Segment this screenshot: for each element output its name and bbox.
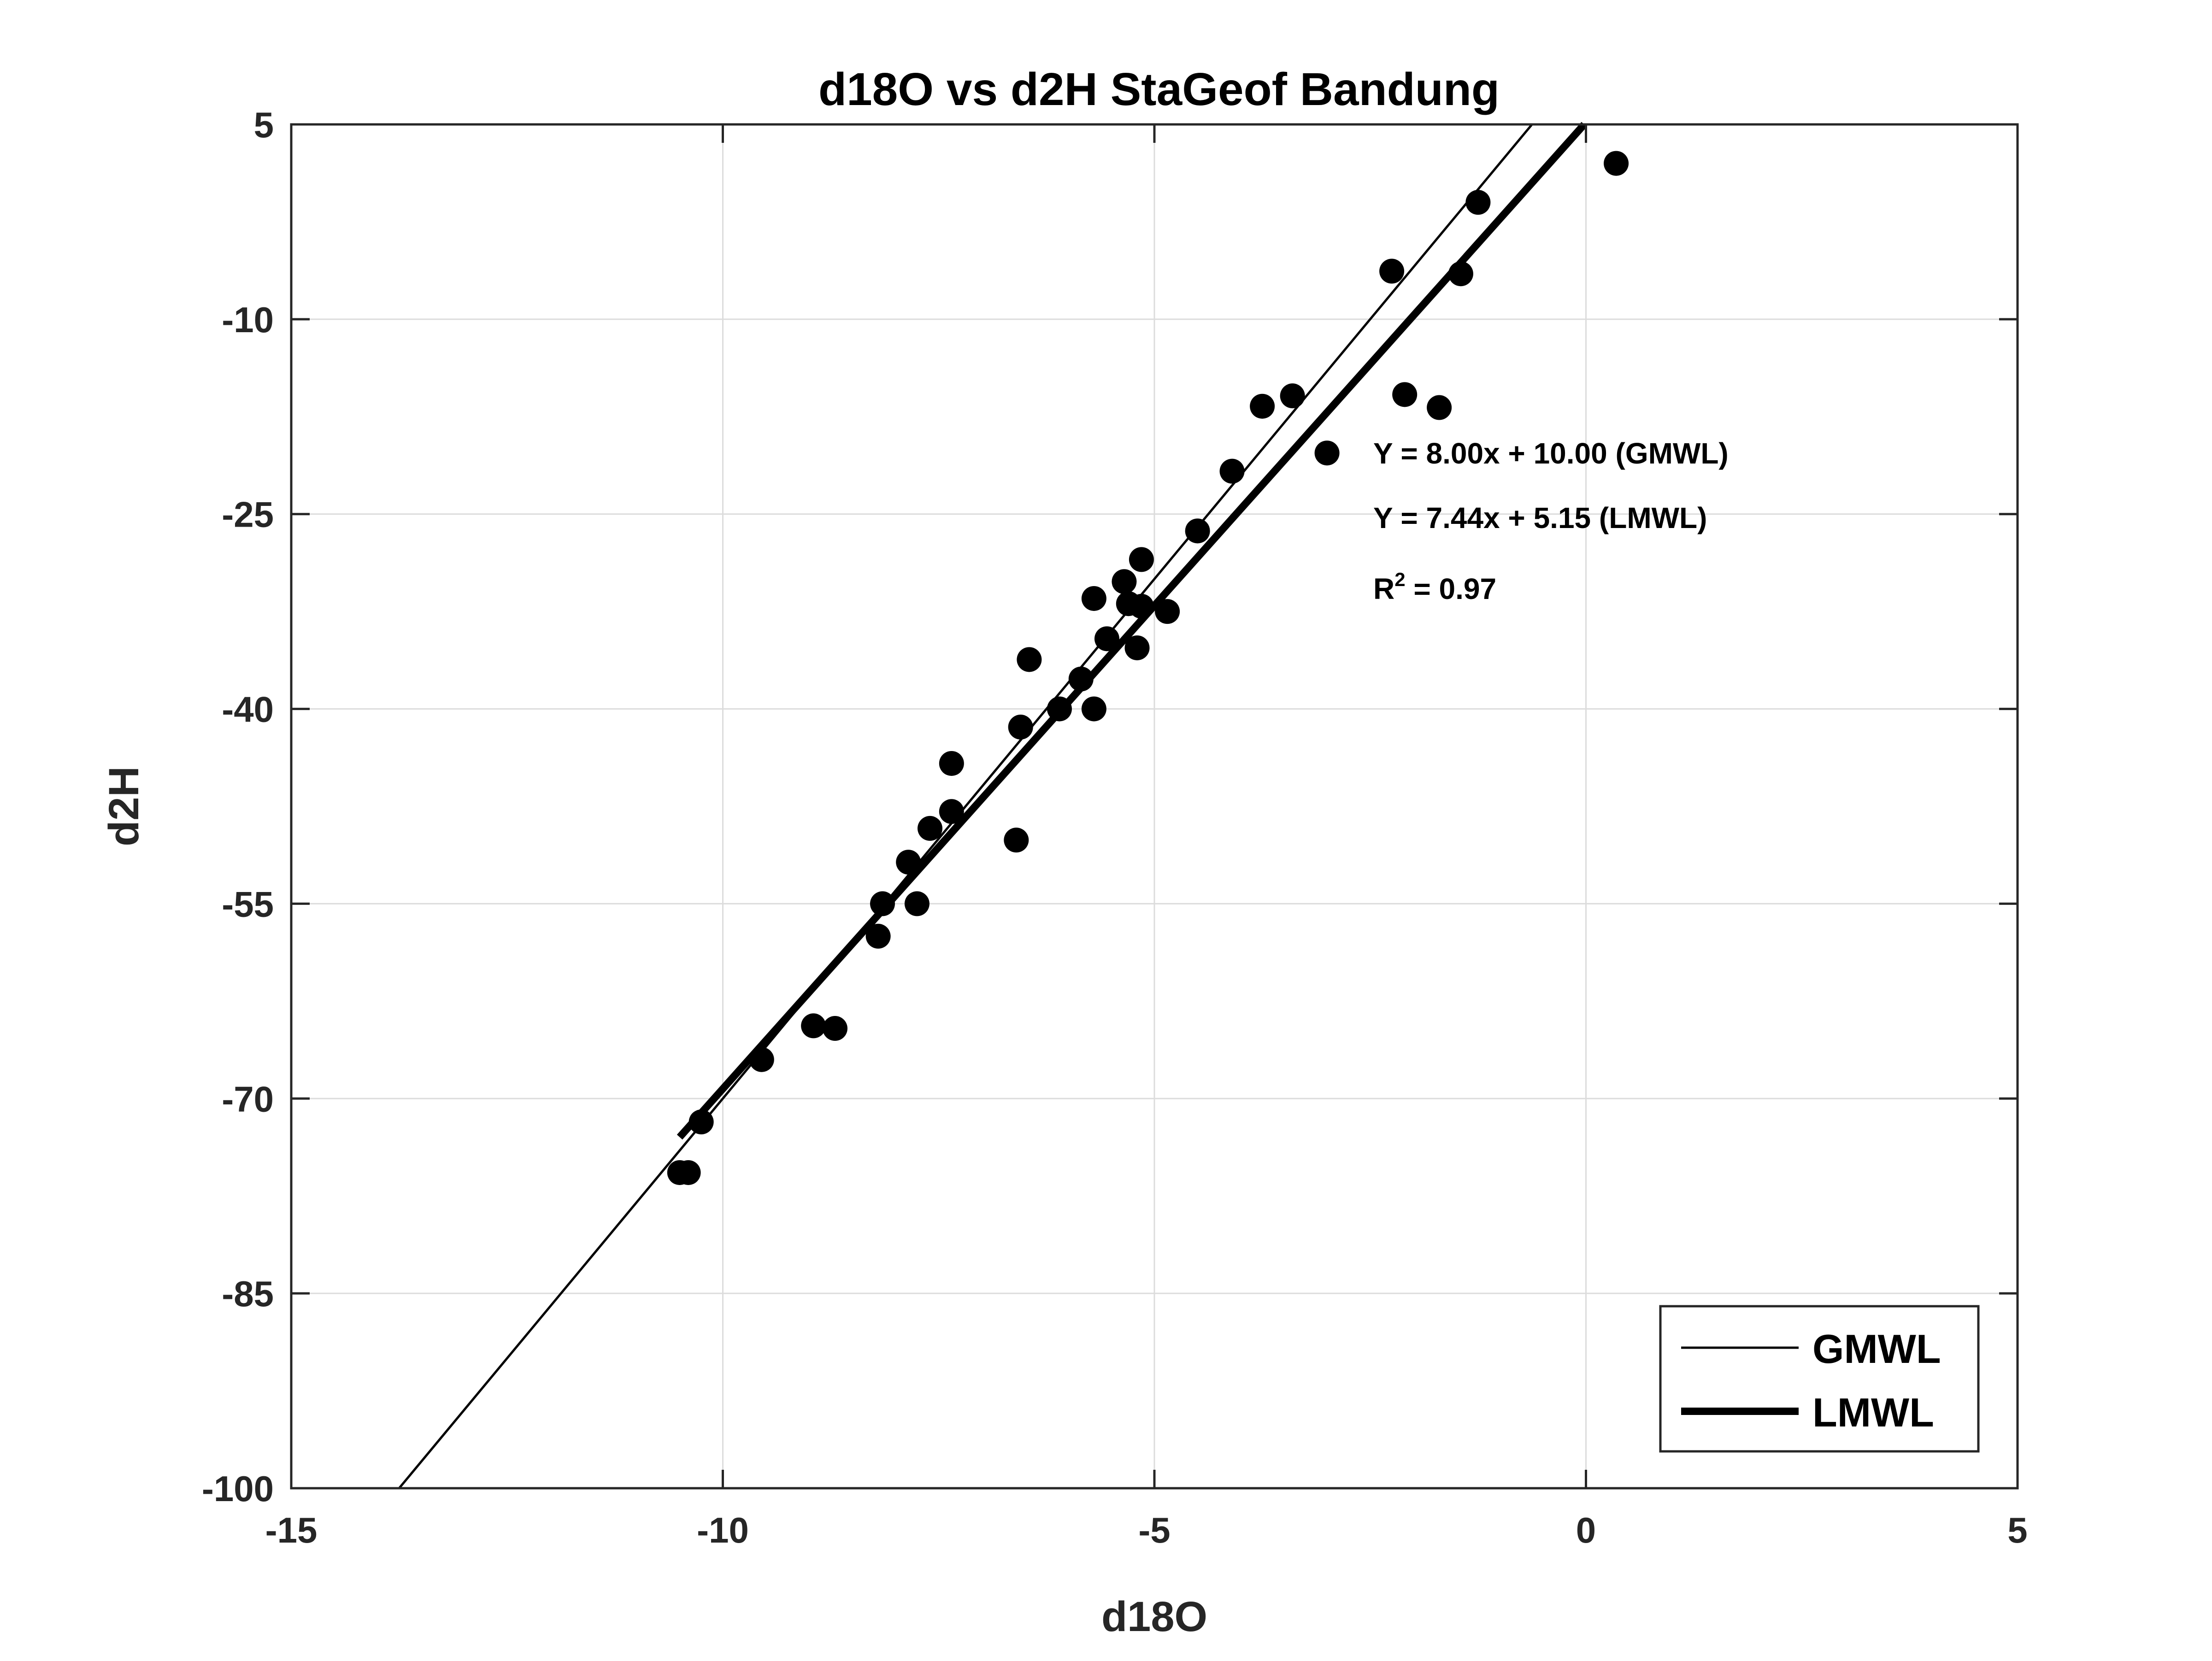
legend-label-gmwl: GMWL (1812, 1326, 1941, 1372)
annotation-lmwl-equation: Y = 7.44x + 5.15 (LMWL) (1373, 501, 1707, 534)
y-tick-label: -85 (222, 1274, 274, 1314)
data-point (1004, 828, 1029, 853)
data-point (749, 1047, 774, 1072)
data-point (1008, 715, 1033, 740)
lines-layer (398, 122, 1587, 1489)
data-point (870, 891, 895, 916)
data-point (904, 891, 930, 916)
grid-layer (290, 123, 2018, 1489)
y-tick-label: -70 (222, 1079, 274, 1119)
y-tick-label: -10 (222, 299, 274, 340)
y-tick-label: -25 (222, 494, 274, 535)
data-point (939, 751, 964, 776)
data-point (1379, 258, 1405, 284)
legend-label-lmwl: LMWL (1812, 1390, 1934, 1435)
data-point (1392, 382, 1418, 407)
annotation-r-value: = 0.97 (1406, 572, 1497, 605)
line-gmwl (398, 124, 1533, 1489)
data-point (1068, 666, 1094, 692)
data-point (667, 1160, 692, 1185)
x-axis-label: d18O (1101, 1593, 1207, 1640)
x-tick-label: -5 (1138, 1510, 1170, 1550)
x-tick-label: -15 (265, 1510, 318, 1550)
annotation-r-superscript: 2 (1394, 569, 1405, 590)
data-point (801, 1013, 826, 1039)
data-point (1081, 696, 1106, 722)
x-tick-label: 0 (1576, 1510, 1596, 1550)
data-point (1448, 261, 1473, 287)
data-point (1185, 518, 1210, 544)
data-point (918, 816, 943, 841)
y-tick-label: -40 (222, 689, 274, 730)
data-point (896, 850, 921, 875)
ticks-layer: -15 -10 -5 0 5 5 -10 -25 -40 -55 -70 -85 -100 (202, 105, 2028, 1550)
data-point (1129, 547, 1154, 572)
data-point (1112, 569, 1137, 594)
line-lmwl (677, 122, 1587, 1140)
data-point (1427, 395, 1452, 420)
data-point (1081, 586, 1106, 611)
data-point (865, 923, 891, 949)
data-point (1094, 626, 1119, 651)
data-point (688, 1109, 714, 1135)
data-point (1124, 635, 1150, 661)
legend-box (1659, 1305, 1980, 1453)
annotation-r-squared: R2 = 0.97 (1373, 569, 1496, 605)
data-point (1465, 190, 1491, 215)
data-point (1017, 647, 1042, 672)
legend: GMWL LMWL (1659, 1305, 1980, 1453)
data-point (822, 1016, 847, 1041)
data-point (1155, 599, 1180, 624)
data-point (1047, 696, 1072, 722)
chart-title: d18O vs d2H StaGeof Bandung (818, 64, 1500, 115)
data-point (1280, 383, 1305, 409)
data-point (1219, 458, 1245, 484)
data-point (939, 799, 964, 824)
x-tick-label: 5 (2007, 1510, 2027, 1550)
annotation-gmwl-equation: Y = 8.00x + 10.00 (GMWL) (1373, 437, 1729, 470)
annotation-r-base: R (1373, 572, 1394, 605)
data-point (1604, 151, 1629, 176)
y-tick-label: 5 (254, 105, 274, 145)
x-tick-label: -10 (697, 1510, 749, 1550)
data-point (1250, 393, 1275, 419)
points-layer (667, 151, 1629, 1185)
y-tick-label: -100 (202, 1468, 274, 1509)
y-tick-label: -55 (222, 884, 274, 924)
data-point (1314, 440, 1340, 466)
y-axis-label: d2H (100, 766, 147, 846)
data-point (1129, 593, 1154, 619)
